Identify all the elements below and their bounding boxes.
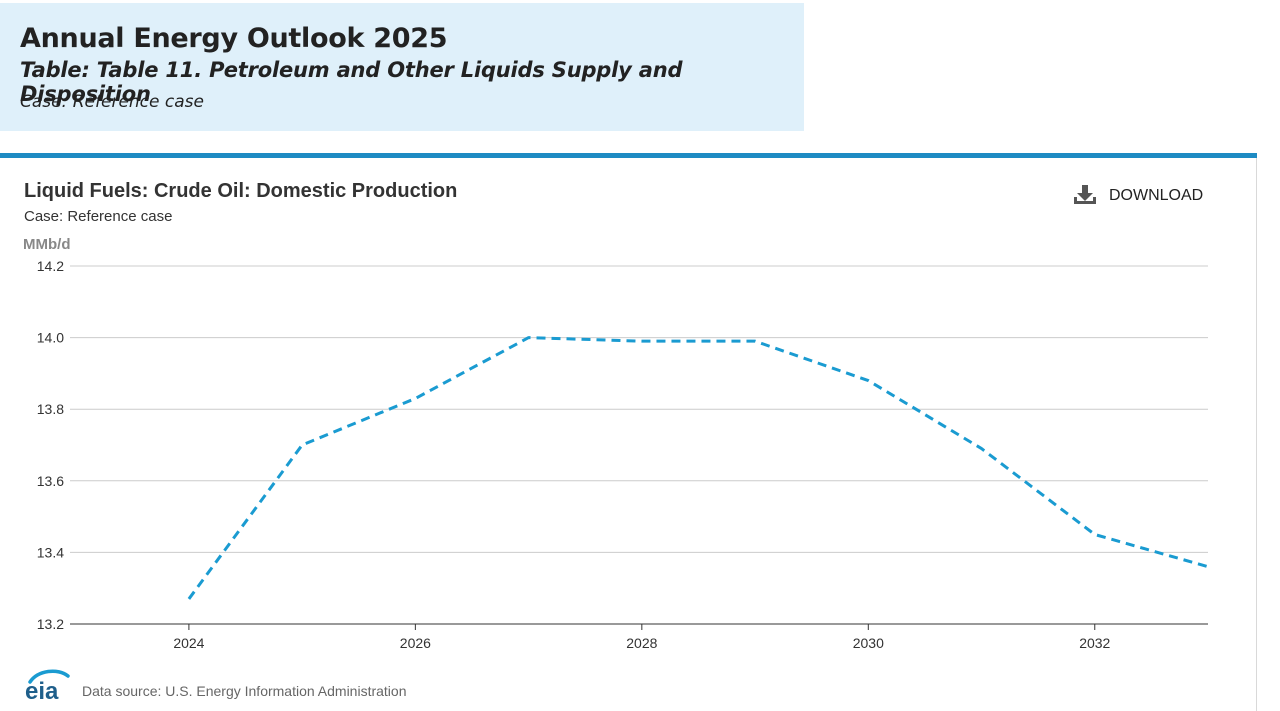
axes: 13.2 13.4 13.6 13.8 14.0 14.2 2024 2026 2028 2030… bbox=[37, 258, 1208, 651]
report-title: Annual Energy Outlook 2025 bbox=[20, 23, 448, 54]
section-divider bbox=[0, 153, 1257, 158]
x-tick-label: 2026 bbox=[400, 635, 431, 651]
x-tick-label: 2028 bbox=[626, 635, 657, 651]
data-point[interactable] bbox=[862, 375, 874, 387]
data-point[interactable] bbox=[183, 593, 195, 605]
y-tick-label: 13.8 bbox=[37, 401, 64, 417]
data-point[interactable] bbox=[976, 443, 988, 455]
data-point[interactable] bbox=[1202, 561, 1214, 573]
y-tick-label: 13.4 bbox=[37, 544, 64, 560]
y-tick-label: 14.2 bbox=[37, 258, 64, 274]
y-tick-label: 13.2 bbox=[37, 616, 64, 632]
download-icon bbox=[1074, 185, 1096, 204]
data-point[interactable] bbox=[296, 439, 308, 451]
data-source: Data source: U.S. Energy Information Adm… bbox=[82, 683, 407, 699]
panel-border bbox=[1256, 158, 1257, 711]
download-button[interactable]: DOWNLOAD bbox=[1073, 183, 1203, 209]
x-tick-label: 2032 bbox=[1079, 635, 1110, 651]
gridlines bbox=[70, 265, 1208, 553]
header-banner: Annual Energy Outlook 2025 Table: Table … bbox=[0, 3, 804, 131]
y-tick-label: 14.0 bbox=[37, 330, 64, 346]
data-point[interactable] bbox=[636, 335, 648, 347]
table-title: Table: Table 11. Petroleum and Other Liq… bbox=[20, 58, 683, 106]
data-point[interactable] bbox=[1089, 529, 1101, 541]
x-tick-label: 2024 bbox=[173, 635, 204, 651]
series bbox=[183, 332, 1214, 605]
data-point[interactable] bbox=[749, 335, 761, 347]
y-tick-label: 13.6 bbox=[37, 473, 64, 489]
eia-logo: eia bbox=[25, 669, 70, 702]
data-point[interactable] bbox=[523, 332, 535, 344]
series-line[interactable] bbox=[187, 336, 1209, 600]
chart-subtitle: Case: Reference case bbox=[24, 208, 173, 225]
y-axis-unit: MMb/d bbox=[23, 236, 71, 253]
download-label: DOWNLOAD bbox=[1109, 187, 1204, 204]
x-tick-label: 2030 bbox=[853, 635, 884, 651]
data-point[interactable] bbox=[409, 392, 421, 404]
chart-title: Liquid Fuels: Crude Oil: Domestic Produc… bbox=[24, 180, 458, 202]
case-label: Case: Reference case bbox=[20, 92, 204, 112]
eia-logo-text: eia bbox=[25, 678, 59, 702]
